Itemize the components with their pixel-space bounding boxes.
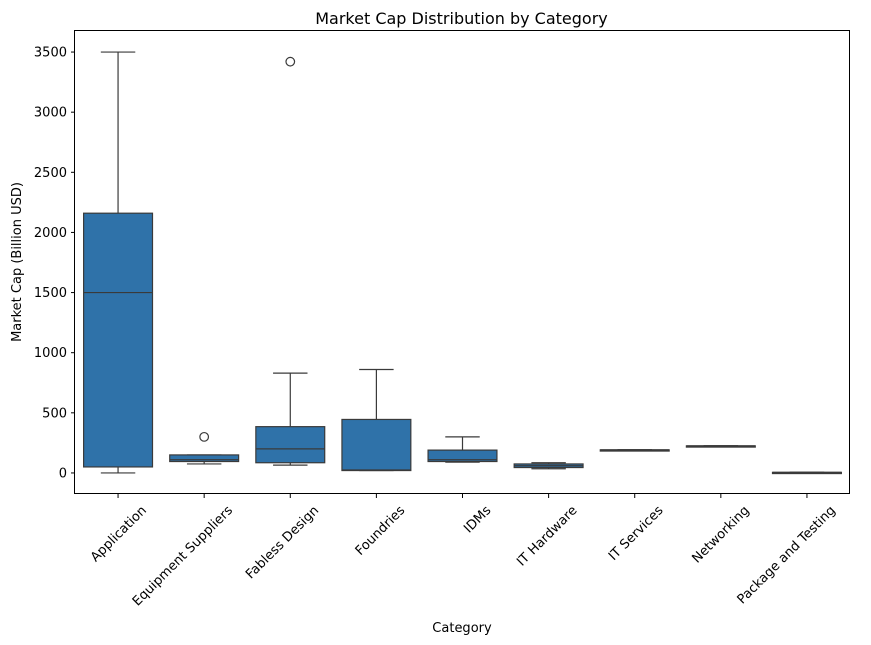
y-tick-label: 3000 xyxy=(34,106,67,121)
box-group xyxy=(169,431,240,465)
box-group xyxy=(341,368,412,472)
box-group xyxy=(685,445,756,448)
box-iqr xyxy=(83,212,154,468)
box-group xyxy=(255,56,326,466)
plot-area xyxy=(83,51,842,475)
y-tick-label: 0 xyxy=(59,466,67,481)
y-tick-label: 500 xyxy=(42,406,67,421)
plot-frame xyxy=(74,30,850,494)
box-group xyxy=(771,471,842,475)
y-tick-label: 1000 xyxy=(34,346,67,361)
y-tick-label: 3500 xyxy=(34,46,67,61)
outlier-point xyxy=(285,56,296,67)
y-tick-label: 2000 xyxy=(34,226,67,241)
y-tick-label: 2500 xyxy=(34,166,67,181)
box-iqr xyxy=(169,454,240,463)
outlier-point xyxy=(199,431,210,442)
x-axis-title: Category xyxy=(432,621,492,636)
box-group xyxy=(427,436,498,463)
box-iqr xyxy=(427,449,498,463)
box-iqr xyxy=(255,426,326,464)
box-group xyxy=(513,462,584,470)
chart-title: Market Cap Distribution by Category xyxy=(315,9,608,28)
box-group xyxy=(599,449,670,452)
y-axis: 0 500 1000 1500 2000 2500 3000 3500 xyxy=(34,46,75,481)
y-axis-title: Market Cap (Billion USD) xyxy=(10,182,25,342)
y-tick-label: 1500 xyxy=(34,286,67,301)
box-iqr xyxy=(341,418,412,472)
box-group xyxy=(83,51,154,474)
